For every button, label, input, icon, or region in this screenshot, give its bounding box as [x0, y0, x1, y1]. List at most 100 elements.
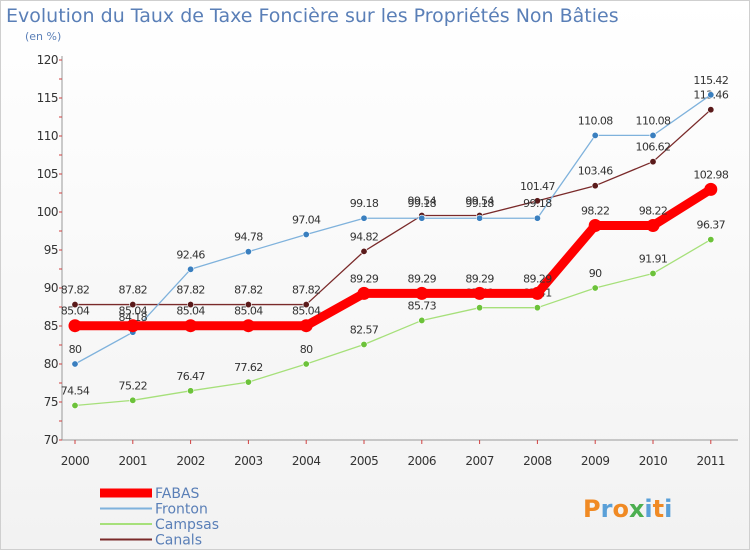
data-label: 103.46	[578, 165, 613, 178]
y-tick-label: 120	[37, 53, 58, 67]
data-point	[646, 219, 660, 233]
x-tick-label: 2007	[465, 454, 494, 468]
chart-subtitle: (en %)	[25, 30, 61, 43]
data-label: 80	[300, 343, 313, 356]
y-tick-label: 75	[44, 395, 58, 409]
logo-letter: i	[664, 495, 672, 523]
data-point	[649, 131, 657, 139]
series-line	[75, 185, 714, 331]
data-point	[591, 284, 599, 292]
data-point	[129, 301, 137, 309]
data-label: 85.04	[176, 305, 205, 318]
data-point	[533, 304, 541, 312]
data-label: 85.04	[292, 305, 321, 318]
data-point	[415, 286, 429, 300]
data-label: 106.62	[636, 141, 671, 154]
data-label: 110.08	[636, 114, 671, 127]
series-line	[74, 239, 712, 407]
data-point	[360, 340, 368, 348]
data-label: 110.08	[578, 114, 613, 127]
data-label: 115.42	[693, 74, 728, 87]
x-tick-label: 2004	[292, 454, 321, 468]
y-tick-label: 80	[44, 357, 58, 371]
x-tick-label: 2008	[523, 454, 552, 468]
data-label: 80	[69, 343, 82, 356]
data-point	[533, 214, 541, 222]
data-point	[707, 106, 715, 114]
y-tick-label: 110	[37, 129, 58, 143]
x-tick-label: 2005	[350, 454, 379, 468]
data-label: 99.18	[408, 197, 437, 210]
data-point	[244, 301, 252, 309]
data-point	[591, 131, 599, 139]
y-tick-label: 115	[37, 91, 58, 105]
logo-letter: t	[653, 495, 664, 523]
logo-letter: x	[629, 495, 645, 523]
data-label: 99.18	[350, 197, 379, 210]
data-label: 96.37	[697, 219, 726, 232]
data-label: 91.91	[639, 252, 668, 265]
data-point	[71, 360, 79, 368]
data-point	[299, 319, 313, 333]
y-tick-label: 85	[44, 319, 58, 333]
data-label: 74.54	[61, 384, 90, 397]
data-label: 89.29	[408, 272, 437, 285]
data-point	[418, 316, 426, 324]
y-tick-label: 70	[44, 433, 58, 447]
y-tick-label: 105	[37, 167, 58, 181]
data-label: 75.22	[119, 379, 148, 392]
data-point	[244, 248, 252, 256]
legend-label-campsas: Campsas	[155, 517, 219, 533]
data-point	[357, 286, 371, 300]
data-label: 102.98	[693, 168, 728, 181]
data-point	[707, 91, 715, 99]
data-label: 99.54	[465, 194, 494, 207]
y-tick-label: 95	[44, 243, 58, 257]
data-label: 89.29	[523, 272, 552, 285]
data-point	[302, 360, 310, 368]
series-layer: 87.82 87.82 87.82 87.82 87.82 94.82 99.54 99.54…	[61, 74, 729, 409]
data-point	[360, 247, 368, 255]
data-point	[476, 304, 484, 312]
data-point	[244, 378, 252, 386]
data-label: 99.18	[523, 197, 552, 210]
series-canals: 87.82 87.82 87.82 87.82 87.82 94.82 99.54 99.54…	[61, 89, 729, 309]
data-label: 99.54	[408, 194, 437, 207]
data-label: 82.57	[350, 323, 379, 336]
data-point	[418, 214, 426, 222]
data-label: 89.29	[465, 272, 494, 285]
data-label: 85.04	[119, 305, 148, 318]
x-tick-label: 2006	[408, 454, 437, 468]
axes: 70 75 80 85 90 95 100 105 110 115 120 2000 2001 2002 2…	[37, 53, 738, 468]
legend-label-fronton: Fronton	[155, 502, 208, 518]
data-point	[71, 301, 79, 309]
data-point	[187, 387, 195, 395]
x-tick-label: 2003	[234, 454, 263, 468]
logo-letter: i	[644, 495, 652, 523]
data-label: 85.04	[234, 305, 263, 318]
x-tick-label: 2000	[61, 454, 90, 468]
data-label: 89.29	[350, 272, 379, 285]
data-label: 87.82	[292, 284, 321, 297]
data-point	[71, 401, 79, 409]
data-point	[302, 230, 310, 238]
data-point	[591, 182, 599, 190]
logo-letter: o	[612, 495, 629, 523]
logo-letter: r	[601, 495, 613, 523]
data-point	[588, 219, 602, 233]
data-label: 99.18	[465, 197, 494, 210]
data-label: 85.04	[61, 305, 90, 318]
data-point	[707, 236, 715, 244]
chart-title: Evolution du Taux de Taxe Foncière sur l…	[6, 5, 619, 27]
data-label: 94.78	[234, 231, 263, 244]
data-point	[184, 319, 198, 333]
data-point	[530, 286, 544, 300]
proxiti-logo: Proxiti	[583, 495, 672, 523]
data-label: 85.73	[408, 299, 437, 312]
data-point	[241, 319, 255, 333]
data-point	[302, 301, 310, 309]
data-label: 101.47	[520, 180, 555, 193]
y-tick-label: 100	[37, 205, 58, 219]
series-fabas: 85.04 85.04 85.04 85.04 85.04 89.29 89.29 89.29…	[61, 168, 729, 333]
